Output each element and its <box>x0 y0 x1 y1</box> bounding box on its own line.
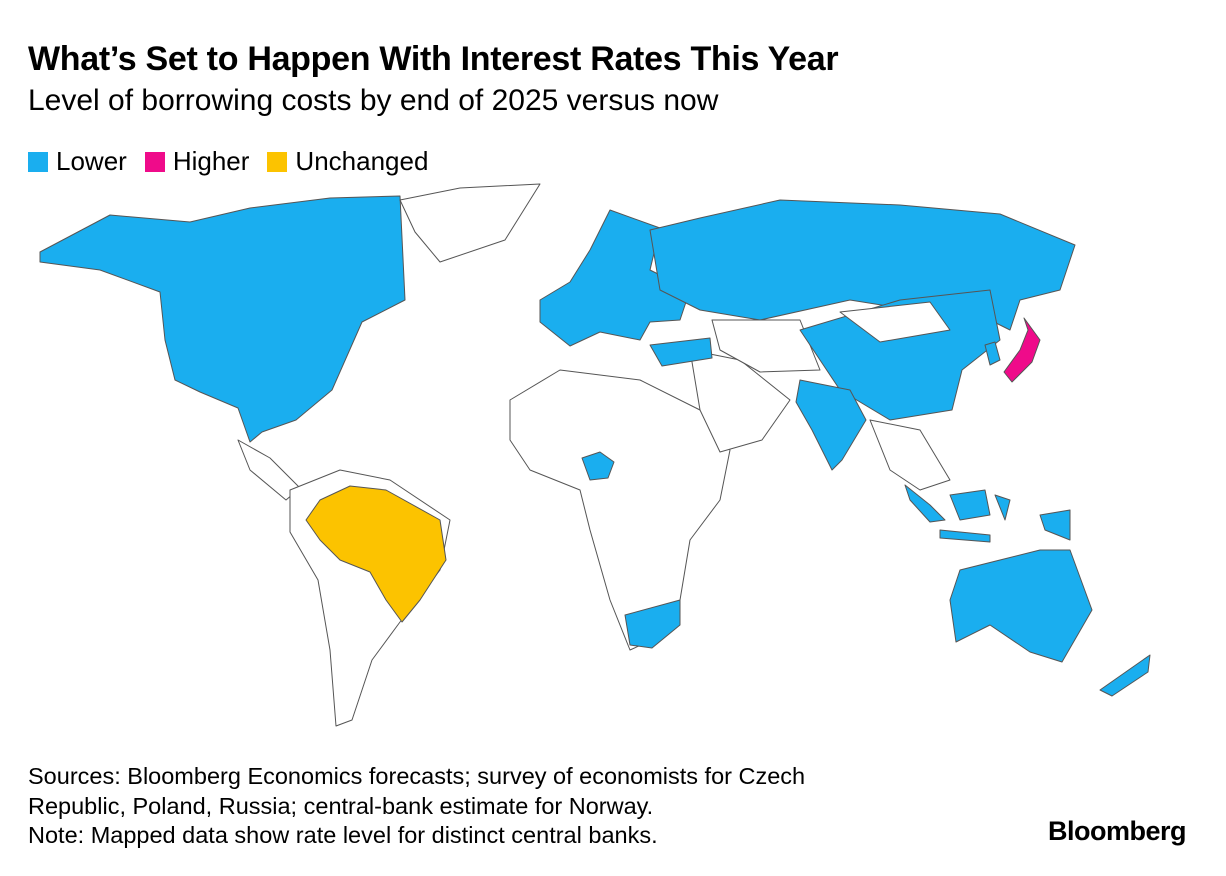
legend-swatch-unchanged <box>267 151 288 172</box>
region-sumatra <box>904 484 946 523</box>
note-line: Note: Mapped data show rate level for di… <box>28 822 658 848</box>
region-nigeria <box>581 451 615 481</box>
region-turkey <box>649 337 713 367</box>
legend-item-unchanged: Unchanged <box>267 146 428 177</box>
legend-label: Higher <box>172 146 250 176</box>
region-southeast-asia <box>869 419 951 491</box>
region-borneo <box>949 489 991 521</box>
chart-title: What’s Set to Happen With Interest Rates… <box>28 40 839 78</box>
region-java <box>939 529 991 543</box>
region-north-america <box>39 195 406 443</box>
region-china <box>799 289 1001 421</box>
region-greenland <box>399 183 541 263</box>
legend-item-lower: Lower <box>28 146 127 177</box>
region-central-asia <box>711 319 821 373</box>
source-line: Republic, Poland, Russia; central-bank e… <box>28 792 654 819</box>
world-map <box>39 183 1151 727</box>
region-new-guinea <box>1039 509 1071 541</box>
bloomberg-logo: Bloomberg <box>1048 816 1187 846</box>
footer-notes: Sources: Bloomberg Economics forecasts; … <box>28 762 805 851</box>
region-japan <box>1003 317 1041 383</box>
source-line: Sources: Bloomberg Economics forecasts; … <box>28 763 806 789</box>
region-sulawesi <box>994 494 1011 521</box>
legend-swatch-lower <box>28 151 48 172</box>
region-mongolia <box>839 301 951 343</box>
legend-label: Lower <box>56 146 127 176</box>
region-africa <box>509 369 731 651</box>
legend: Lower Higher Unchanged <box>28 146 428 177</box>
legend-item-higher: Higher <box>144 146 250 177</box>
chart-subtitle: Level of borrowing costs by end of 2025 … <box>28 84 719 117</box>
region-south-africa <box>624 599 681 649</box>
region-korea <box>984 341 1001 366</box>
legend-label: Unchanged <box>295 146 429 176</box>
region-australia <box>949 549 1093 663</box>
region-brazil <box>305 485 447 623</box>
region-india <box>795 379 867 471</box>
region-new-zealand <box>1099 654 1151 697</box>
legend-swatch-higher <box>144 151 165 172</box>
